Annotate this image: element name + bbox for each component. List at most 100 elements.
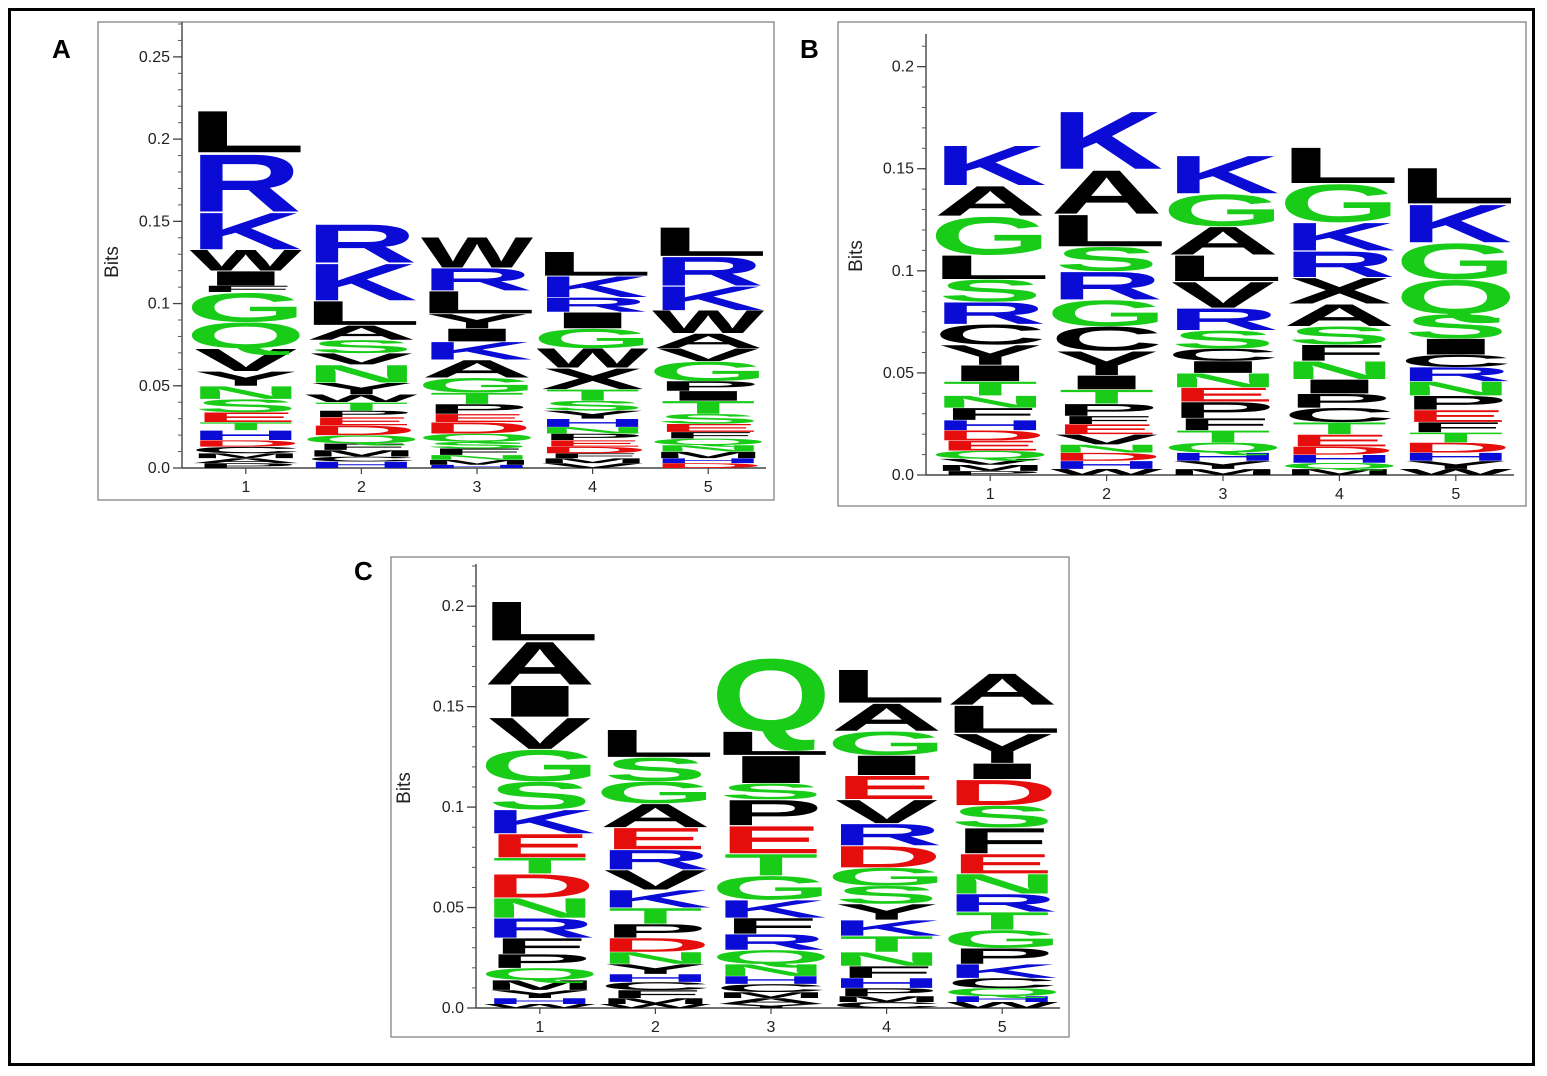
logo-letter-y: Y xyxy=(719,1003,822,1009)
y-tick-label: 0.2 xyxy=(148,131,170,148)
logo-letter-p: P xyxy=(310,409,413,419)
logo-letter-g: G xyxy=(1162,185,1283,236)
logo-letter-l: L xyxy=(595,722,717,766)
logo-letter-q: Q xyxy=(186,315,307,356)
x-tick-label: 3 xyxy=(1219,486,1228,503)
logo-letter-e: E xyxy=(1404,406,1508,425)
logo-letter-c: C xyxy=(1167,345,1280,364)
logo-letter-a: A xyxy=(831,695,943,739)
logo-letter-q: Q xyxy=(711,637,832,752)
logo-letter-w: W xyxy=(421,228,534,277)
panel-letter-a: A xyxy=(52,34,71,64)
y-tick-label: 0.25 xyxy=(139,49,170,66)
logo-letter-q: Q xyxy=(711,946,832,968)
logo-letter-p: P xyxy=(194,462,297,470)
logo-letter-r: R xyxy=(190,138,302,229)
logo-letter-t: T xyxy=(314,400,409,413)
logo-letter-k: K xyxy=(1283,215,1396,259)
logo-letter-l: L xyxy=(647,219,769,265)
logo-letter-t: T xyxy=(955,907,1050,935)
logo-letter-r: R xyxy=(1283,244,1396,285)
logo-letter-a: A xyxy=(652,330,764,353)
y-axis-title-a: Bits xyxy=(102,246,123,278)
logo-letter-i: I xyxy=(1051,371,1163,393)
logo-letter-r: R xyxy=(305,213,417,274)
logo-letter-l: L xyxy=(710,725,832,762)
logo-letter-m: M xyxy=(715,990,827,999)
logo-letter-f: F xyxy=(430,447,525,457)
logo-letter-m: M xyxy=(599,997,711,1006)
logo-letter-e: E xyxy=(951,848,1054,879)
logo-letter-a: A xyxy=(599,797,711,834)
logo-letter-h: H xyxy=(1167,451,1280,464)
y-tick-label: 0.05 xyxy=(139,378,170,395)
logo-letter-q: Q xyxy=(942,986,1063,998)
logo-letter-c: C xyxy=(599,980,711,992)
logo-letter-d: D xyxy=(421,419,533,437)
logo-letter-f: F xyxy=(943,404,1038,423)
y-tick-label: 0.1 xyxy=(442,799,464,816)
logo-letter-a: A xyxy=(946,665,1058,715)
logo-letter-e: E xyxy=(604,822,707,856)
logo-letter-n: N xyxy=(1399,377,1512,399)
logo-letter-k: K xyxy=(484,803,596,840)
logo-letter-w: W xyxy=(305,392,418,405)
logo-letter-y: Y xyxy=(604,961,707,977)
logo-letter-s: S xyxy=(604,751,707,788)
logo-letter-n: N xyxy=(1050,442,1163,455)
logo-letter-y: Y xyxy=(1055,344,1159,382)
logo-letter-y: Y xyxy=(1404,459,1508,472)
logo-letter-i: I xyxy=(934,361,1046,386)
logo-letter-d: D xyxy=(1399,440,1512,456)
logo-letter-k: K xyxy=(537,270,649,303)
logo-letter-p: P xyxy=(951,944,1054,969)
logo-letter-h: H xyxy=(1399,451,1512,464)
y-tick-label: 0.05 xyxy=(433,900,464,917)
logo-letter-g: G xyxy=(480,741,601,791)
logo-letter-e: E xyxy=(1171,383,1275,405)
x-tick-label: 4 xyxy=(1335,486,1344,503)
logo-letter-e: E xyxy=(1055,421,1159,437)
logo-letter-m: M xyxy=(421,459,533,467)
logo-letter-m: M xyxy=(484,977,596,993)
logo-letter-v: V xyxy=(194,342,297,378)
logo-letter-y: Y xyxy=(1171,459,1275,472)
logo-letter-p: P xyxy=(541,432,644,442)
panel-box-a xyxy=(97,21,775,501)
logo-letter-c: C xyxy=(305,455,417,463)
logo-letter-f: F xyxy=(545,452,640,460)
logo-letter-r: R xyxy=(652,248,764,294)
logo-letter-i: I xyxy=(422,325,533,345)
logo-letter-w: W xyxy=(484,1003,597,1009)
logo-letter-n: N xyxy=(1283,356,1396,385)
logo-letter-a: A xyxy=(421,355,533,383)
logo-letter-c: C xyxy=(715,982,827,994)
logo-letter-n: N xyxy=(305,360,417,388)
logo-letter-f: F xyxy=(839,963,934,982)
logo-letter-l: L xyxy=(532,245,654,283)
logo-letter-k: K xyxy=(715,895,827,923)
panel-letter-b: B xyxy=(800,34,819,64)
logo-letter-y: Y xyxy=(541,408,644,421)
y-tick-label: 0.0 xyxy=(148,460,170,477)
logo-letter-k: K xyxy=(1167,144,1280,204)
logo-letter-s: S xyxy=(1055,240,1159,278)
logo-letter-k: K xyxy=(831,916,943,941)
logo-letter-a: A xyxy=(1283,298,1396,333)
logo-letter-d: D xyxy=(1050,451,1163,464)
logo-letter-h: H xyxy=(715,974,827,986)
logo-letter-s: S xyxy=(719,779,822,804)
logo-letter-i: I xyxy=(831,750,942,781)
logo-letter-s: S xyxy=(938,273,1042,308)
logo-letter-i: I xyxy=(716,748,827,792)
x-tick-label: 4 xyxy=(882,1019,891,1036)
logo-letter-f: F xyxy=(314,442,409,452)
logo-letter-f: F xyxy=(724,914,819,939)
logo-letter-y: Y xyxy=(425,310,528,333)
logo-letter-k: K xyxy=(305,253,417,312)
logo-letter-y: Y xyxy=(938,339,1042,371)
logo-letter-s: S xyxy=(310,336,413,356)
logo-letter-g: G xyxy=(1279,173,1400,233)
logo-letter-k: K xyxy=(1050,95,1163,187)
